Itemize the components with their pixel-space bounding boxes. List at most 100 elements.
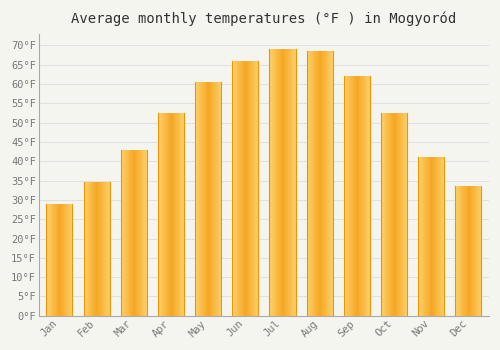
Bar <box>434 158 436 316</box>
Bar <box>172 113 174 316</box>
Bar <box>246 61 247 316</box>
Bar <box>101 182 102 316</box>
Bar <box>120 150 122 316</box>
Bar <box>208 82 209 316</box>
Bar <box>253 61 254 316</box>
Bar <box>468 186 469 316</box>
Bar <box>404 113 406 316</box>
Bar <box>50 204 51 316</box>
Bar <box>456 186 457 316</box>
Bar <box>242 61 244 316</box>
Bar <box>319 51 320 316</box>
Bar <box>166 113 168 316</box>
Bar <box>210 82 212 316</box>
Bar <box>92 182 93 316</box>
Bar <box>171 113 172 316</box>
Bar <box>381 113 382 316</box>
Bar <box>420 158 421 316</box>
Bar <box>402 113 404 316</box>
Bar <box>178 113 179 316</box>
Bar <box>479 186 480 316</box>
Bar <box>431 158 432 316</box>
Bar <box>90 182 92 316</box>
Bar <box>125 150 126 316</box>
Bar <box>471 186 472 316</box>
Bar <box>318 51 319 316</box>
Bar <box>69 204 70 316</box>
Bar <box>348 76 349 316</box>
Bar <box>66 204 67 316</box>
Bar <box>466 186 468 316</box>
Bar <box>401 113 402 316</box>
Bar <box>426 158 427 316</box>
Bar <box>212 82 214 316</box>
Bar <box>400 113 401 316</box>
Bar <box>100 182 101 316</box>
Bar <box>160 113 162 316</box>
Bar <box>162 113 163 316</box>
Bar <box>210 82 211 316</box>
Bar <box>478 186 479 316</box>
Bar <box>104 182 106 316</box>
Bar <box>56 204 58 316</box>
Bar <box>280 49 281 316</box>
Bar <box>238 61 240 316</box>
Bar <box>314 51 316 316</box>
Bar <box>278 49 279 316</box>
Title: Average monthly temperatures (°F ) in Mogyoród: Average monthly temperatures (°F ) in Mo… <box>72 11 456 26</box>
Bar <box>422 158 424 316</box>
Bar <box>457 186 458 316</box>
Bar <box>386 113 387 316</box>
Bar <box>439 158 440 316</box>
Bar <box>279 49 280 316</box>
Bar <box>476 186 477 316</box>
Bar <box>142 150 144 316</box>
Bar <box>133 150 134 316</box>
Bar <box>310 51 311 316</box>
Bar <box>88 182 90 316</box>
Bar <box>356 76 357 316</box>
Bar <box>434 158 435 316</box>
Bar <box>355 76 356 316</box>
Bar <box>473 186 474 316</box>
Bar <box>60 204 61 316</box>
Bar <box>472 186 473 316</box>
Bar <box>70 204 72 316</box>
Bar <box>369 76 370 316</box>
Bar <box>236 61 238 316</box>
Bar <box>360 76 362 316</box>
Bar <box>241 61 242 316</box>
Bar <box>206 82 208 316</box>
Bar <box>398 113 400 316</box>
Bar <box>126 150 127 316</box>
Bar <box>419 158 420 316</box>
Bar <box>436 158 438 316</box>
Bar <box>138 150 139 316</box>
Bar <box>424 158 425 316</box>
Bar <box>425 158 426 316</box>
Bar <box>250 61 252 316</box>
Bar <box>441 158 442 316</box>
Bar <box>274 49 276 316</box>
Bar <box>200 82 201 316</box>
Bar <box>217 82 218 316</box>
Bar <box>282 49 284 316</box>
Bar <box>460 186 462 316</box>
Bar <box>354 76 355 316</box>
Bar <box>176 113 177 316</box>
Bar <box>204 82 206 316</box>
Bar <box>198 82 200 316</box>
Bar <box>364 76 366 316</box>
Bar <box>61 204 62 316</box>
Bar <box>215 82 216 316</box>
Bar <box>440 158 441 316</box>
Bar <box>168 113 170 316</box>
Bar <box>470 186 471 316</box>
Bar <box>466 186 467 316</box>
Bar <box>240 61 241 316</box>
Bar <box>169 113 170 316</box>
Bar <box>273 49 274 316</box>
Bar <box>64 204 66 316</box>
Bar <box>177 113 178 316</box>
Bar <box>244 61 246 316</box>
